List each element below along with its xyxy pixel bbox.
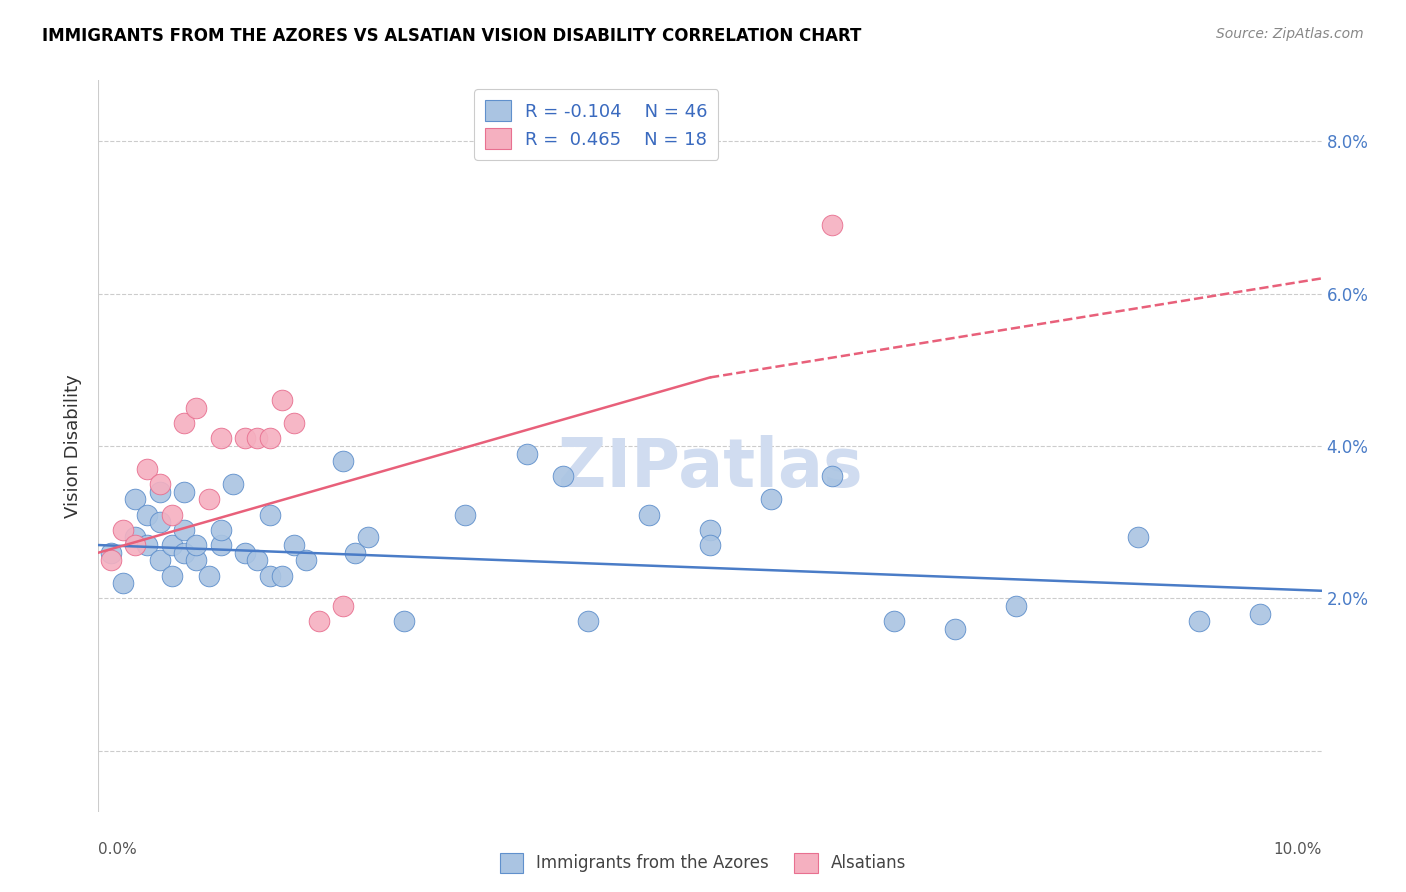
Point bbox=[186, 538, 208, 552]
Point bbox=[124, 538, 146, 552]
Point bbox=[759, 492, 782, 507]
Point bbox=[186, 553, 208, 567]
Point bbox=[392, 614, 416, 628]
Point bbox=[356, 530, 378, 544]
Point bbox=[553, 469, 575, 483]
Point bbox=[246, 431, 269, 445]
Point bbox=[173, 484, 195, 499]
Point bbox=[637, 508, 661, 522]
Point bbox=[149, 515, 172, 529]
Point bbox=[173, 523, 195, 537]
Point bbox=[454, 508, 477, 522]
Point bbox=[160, 568, 183, 582]
Point bbox=[222, 477, 245, 491]
Point bbox=[160, 538, 183, 552]
Point bbox=[283, 416, 305, 430]
Point bbox=[233, 546, 256, 560]
Legend: R = -0.104    N = 46, R =  0.465    N = 18: R = -0.104 N = 46, R = 0.465 N = 18 bbox=[474, 89, 718, 160]
Point bbox=[136, 508, 159, 522]
Text: 0.0%: 0.0% bbox=[98, 842, 138, 857]
Point bbox=[111, 576, 134, 591]
Point bbox=[1004, 599, 1026, 613]
Point bbox=[883, 614, 905, 628]
Point bbox=[308, 614, 330, 628]
Point bbox=[821, 469, 844, 483]
Point bbox=[160, 508, 183, 522]
Point bbox=[821, 218, 844, 232]
Point bbox=[283, 538, 305, 552]
Point bbox=[149, 484, 172, 499]
Point bbox=[100, 553, 122, 567]
Point bbox=[233, 431, 256, 445]
Point bbox=[209, 523, 232, 537]
Point bbox=[186, 401, 208, 415]
Point bbox=[209, 538, 232, 552]
Text: IMMIGRANTS FROM THE AZORES VS ALSATIAN VISION DISABILITY CORRELATION CHART: IMMIGRANTS FROM THE AZORES VS ALSATIAN V… bbox=[42, 27, 862, 45]
Point bbox=[259, 568, 281, 582]
Point bbox=[124, 492, 146, 507]
Point bbox=[149, 553, 172, 567]
Point bbox=[173, 546, 195, 560]
Point bbox=[136, 538, 159, 552]
Legend: Immigrants from the Azores, Alsatians: Immigrants from the Azores, Alsatians bbox=[494, 847, 912, 880]
Point bbox=[943, 622, 966, 636]
Point bbox=[259, 508, 281, 522]
Point bbox=[516, 447, 538, 461]
Point bbox=[111, 523, 134, 537]
Point bbox=[270, 393, 292, 408]
Point bbox=[332, 454, 354, 468]
Point bbox=[197, 492, 219, 507]
Point bbox=[576, 614, 599, 628]
Point bbox=[699, 538, 721, 552]
Point bbox=[259, 431, 281, 445]
Text: ZIPatlas: ZIPatlas bbox=[558, 435, 862, 501]
Text: 10.0%: 10.0% bbox=[1274, 842, 1322, 857]
Point bbox=[699, 523, 721, 537]
Point bbox=[1188, 614, 1211, 628]
Point bbox=[124, 530, 146, 544]
Point bbox=[344, 546, 367, 560]
Point bbox=[1128, 530, 1150, 544]
Point bbox=[246, 553, 269, 567]
Point bbox=[270, 568, 292, 582]
Point bbox=[149, 477, 172, 491]
Point bbox=[173, 416, 195, 430]
Point bbox=[136, 462, 159, 476]
Point bbox=[209, 431, 232, 445]
Point bbox=[295, 553, 318, 567]
Text: Source: ZipAtlas.com: Source: ZipAtlas.com bbox=[1216, 27, 1364, 41]
Point bbox=[332, 599, 354, 613]
Point bbox=[1249, 607, 1271, 621]
Y-axis label: Vision Disability: Vision Disability bbox=[65, 374, 83, 518]
Point bbox=[197, 568, 219, 582]
Point bbox=[100, 546, 122, 560]
